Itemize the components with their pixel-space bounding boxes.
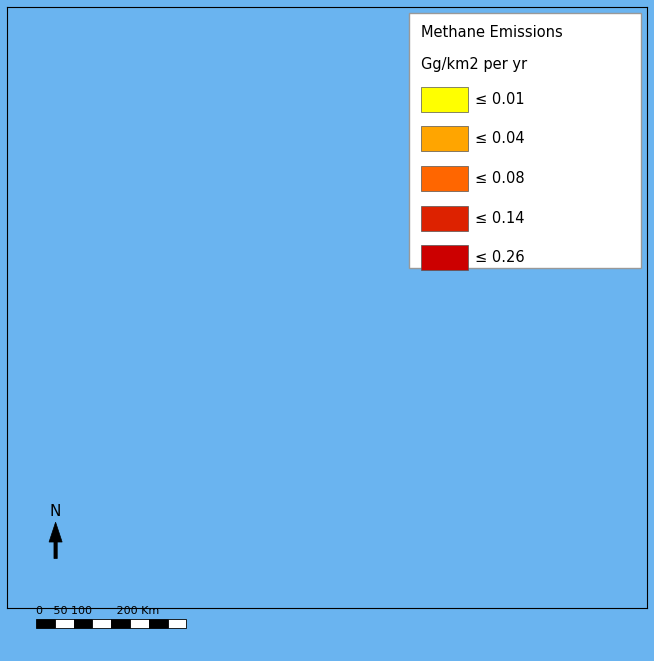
Text: ≤ 0.26: ≤ 0.26 (475, 251, 525, 265)
Text: Gg/km2 per yr: Gg/km2 per yr (421, 57, 526, 72)
Text: 0   50 100       200 Km: 0 50 100 200 Km (36, 606, 159, 616)
Text: N: N (50, 504, 61, 519)
Text: ≤ 0.08: ≤ 0.08 (475, 171, 525, 186)
Text: ≤ 0.04: ≤ 0.04 (475, 132, 525, 146)
Text: Methane Emissions: Methane Emissions (421, 25, 562, 40)
Text: ≤ 0.14: ≤ 0.14 (475, 211, 525, 225)
Text: ≤ 0.01: ≤ 0.01 (475, 92, 525, 106)
